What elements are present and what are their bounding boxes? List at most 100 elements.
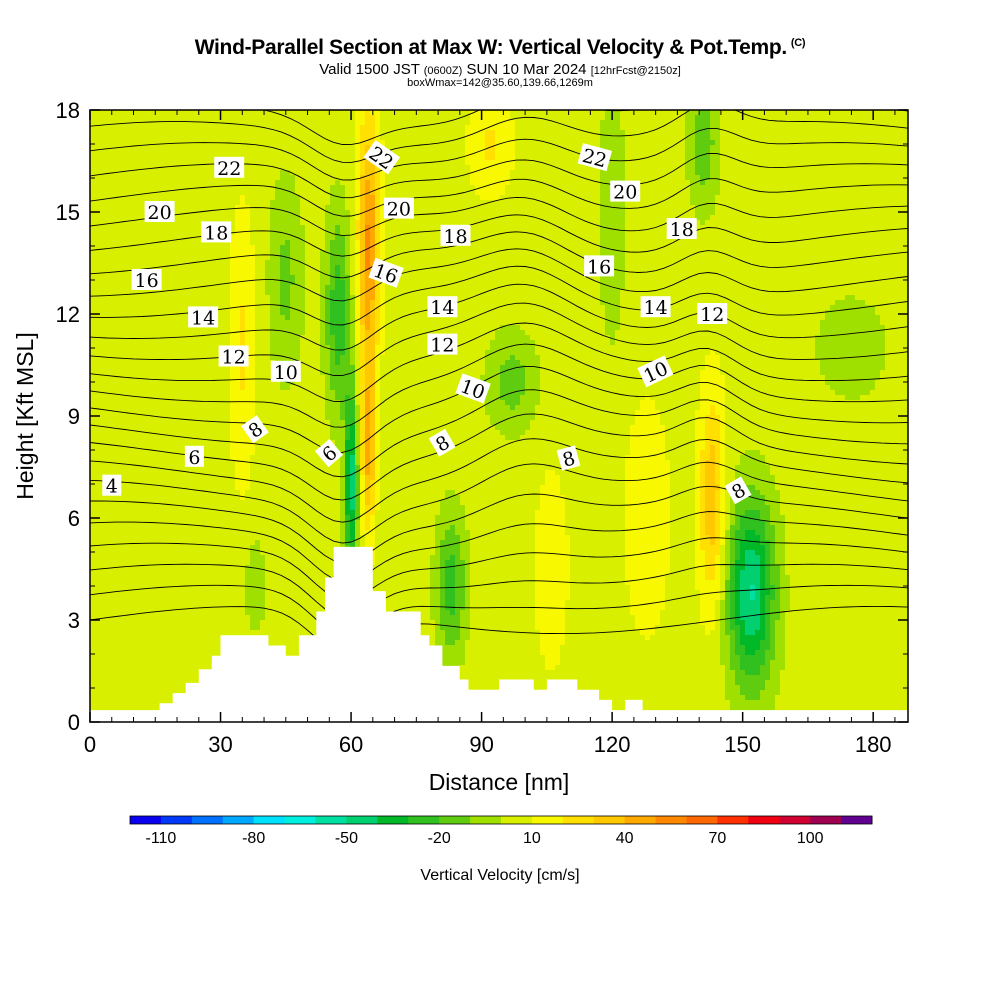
- field-cell: [485, 185, 491, 191]
- field-cell: [515, 200, 521, 206]
- field-cell: [540, 225, 546, 231]
- field-cell: [725, 230, 731, 236]
- field-cell: [670, 110, 676, 116]
- field-cell: [835, 225, 841, 231]
- field-cell: [245, 240, 251, 246]
- field-cell: [885, 210, 891, 216]
- field-cell: [610, 225, 616, 231]
- field-cell: [380, 175, 386, 181]
- field-cell: [230, 195, 236, 201]
- field-cell: [690, 110, 696, 116]
- field-cell: [620, 255, 626, 261]
- field-cell: [790, 235, 796, 241]
- field-cell: [845, 125, 851, 131]
- field-cell: [510, 250, 516, 256]
- field-cell: [375, 165, 381, 171]
- field-cell: [435, 125, 441, 131]
- field-cell: [865, 190, 871, 196]
- field-cell: [710, 255, 716, 261]
- field-cell: [190, 230, 196, 236]
- field-cell: [425, 135, 431, 141]
- field-cell: [115, 235, 121, 241]
- field-cell: [230, 215, 236, 221]
- field-cell: [375, 205, 381, 211]
- field-cell: [245, 220, 251, 226]
- field-cell: [425, 190, 431, 196]
- field-cell: [495, 155, 501, 161]
- field-cell: [160, 170, 166, 176]
- field-cell: [280, 140, 286, 146]
- field-cell: [155, 140, 161, 146]
- field-cell: [195, 230, 201, 236]
- field-cell: [280, 190, 286, 196]
- field-cell: [360, 155, 366, 161]
- field-cell: [905, 155, 908, 161]
- field-cell: [665, 240, 671, 246]
- field-cell: [835, 110, 841, 116]
- field-cell: [205, 130, 211, 136]
- field-cell: [830, 110, 836, 116]
- field-cell: [720, 220, 726, 226]
- field-cell: [280, 225, 286, 231]
- field-cell: [750, 165, 756, 171]
- field-cell: [210, 205, 216, 211]
- field-cell: [425, 125, 431, 131]
- field-cell: [95, 115, 101, 121]
- field-cell: [405, 120, 411, 126]
- field-cell: [780, 210, 786, 216]
- field-cell: [260, 160, 266, 166]
- field-cell: [690, 170, 696, 176]
- field-cell: [415, 160, 421, 166]
- field-cell: [505, 180, 511, 186]
- field-cell: [550, 205, 556, 211]
- field-cell: [445, 180, 451, 186]
- field-cell: [690, 205, 696, 211]
- field-cell: [885, 180, 891, 186]
- field-cell: [485, 210, 491, 216]
- field-cell: [110, 260, 116, 266]
- field-cell: [700, 210, 706, 216]
- field-cell: [490, 225, 496, 231]
- field-cell: [735, 155, 741, 161]
- field-cell: [550, 170, 556, 176]
- field-cell: [715, 125, 721, 131]
- field-cell: [95, 110, 101, 116]
- field-cell: [195, 220, 201, 226]
- field-cell: [595, 130, 601, 136]
- field-cell: [490, 230, 496, 236]
- field-cell: [815, 225, 821, 231]
- field-cell: [555, 150, 561, 156]
- field-cell: [465, 180, 471, 186]
- field-cell: [430, 225, 436, 231]
- field-cell: [750, 125, 756, 131]
- field-cell: [190, 115, 196, 121]
- field-cell: [240, 230, 246, 236]
- field-cell: [240, 235, 246, 241]
- field-cell: [900, 160, 906, 166]
- field-cell: [525, 170, 531, 176]
- field-cell: [705, 110, 711, 116]
- field-cell: [485, 110, 491, 116]
- field-cell: [810, 180, 816, 186]
- field-cell: [690, 240, 696, 246]
- field-cell: [680, 170, 686, 176]
- field-cell: [215, 200, 221, 206]
- field-cell: [890, 110, 896, 116]
- field-cell: [435, 245, 441, 251]
- field-cell: [415, 205, 421, 211]
- field-cell: [370, 235, 376, 241]
- field-cell: [360, 220, 366, 226]
- field-cell: [590, 120, 596, 126]
- field-cell: [420, 165, 426, 171]
- field-cell: [155, 155, 161, 161]
- field-cell: [245, 175, 251, 181]
- field-cell: [640, 145, 646, 151]
- field-cell: [300, 225, 306, 231]
- field-cell: [775, 160, 781, 166]
- field-cell: [150, 250, 156, 256]
- field-cell: [220, 145, 226, 151]
- field-cell: [355, 205, 361, 211]
- field-cell: [620, 245, 626, 251]
- field-cell: [795, 185, 801, 191]
- field-cell: [900, 205, 906, 211]
